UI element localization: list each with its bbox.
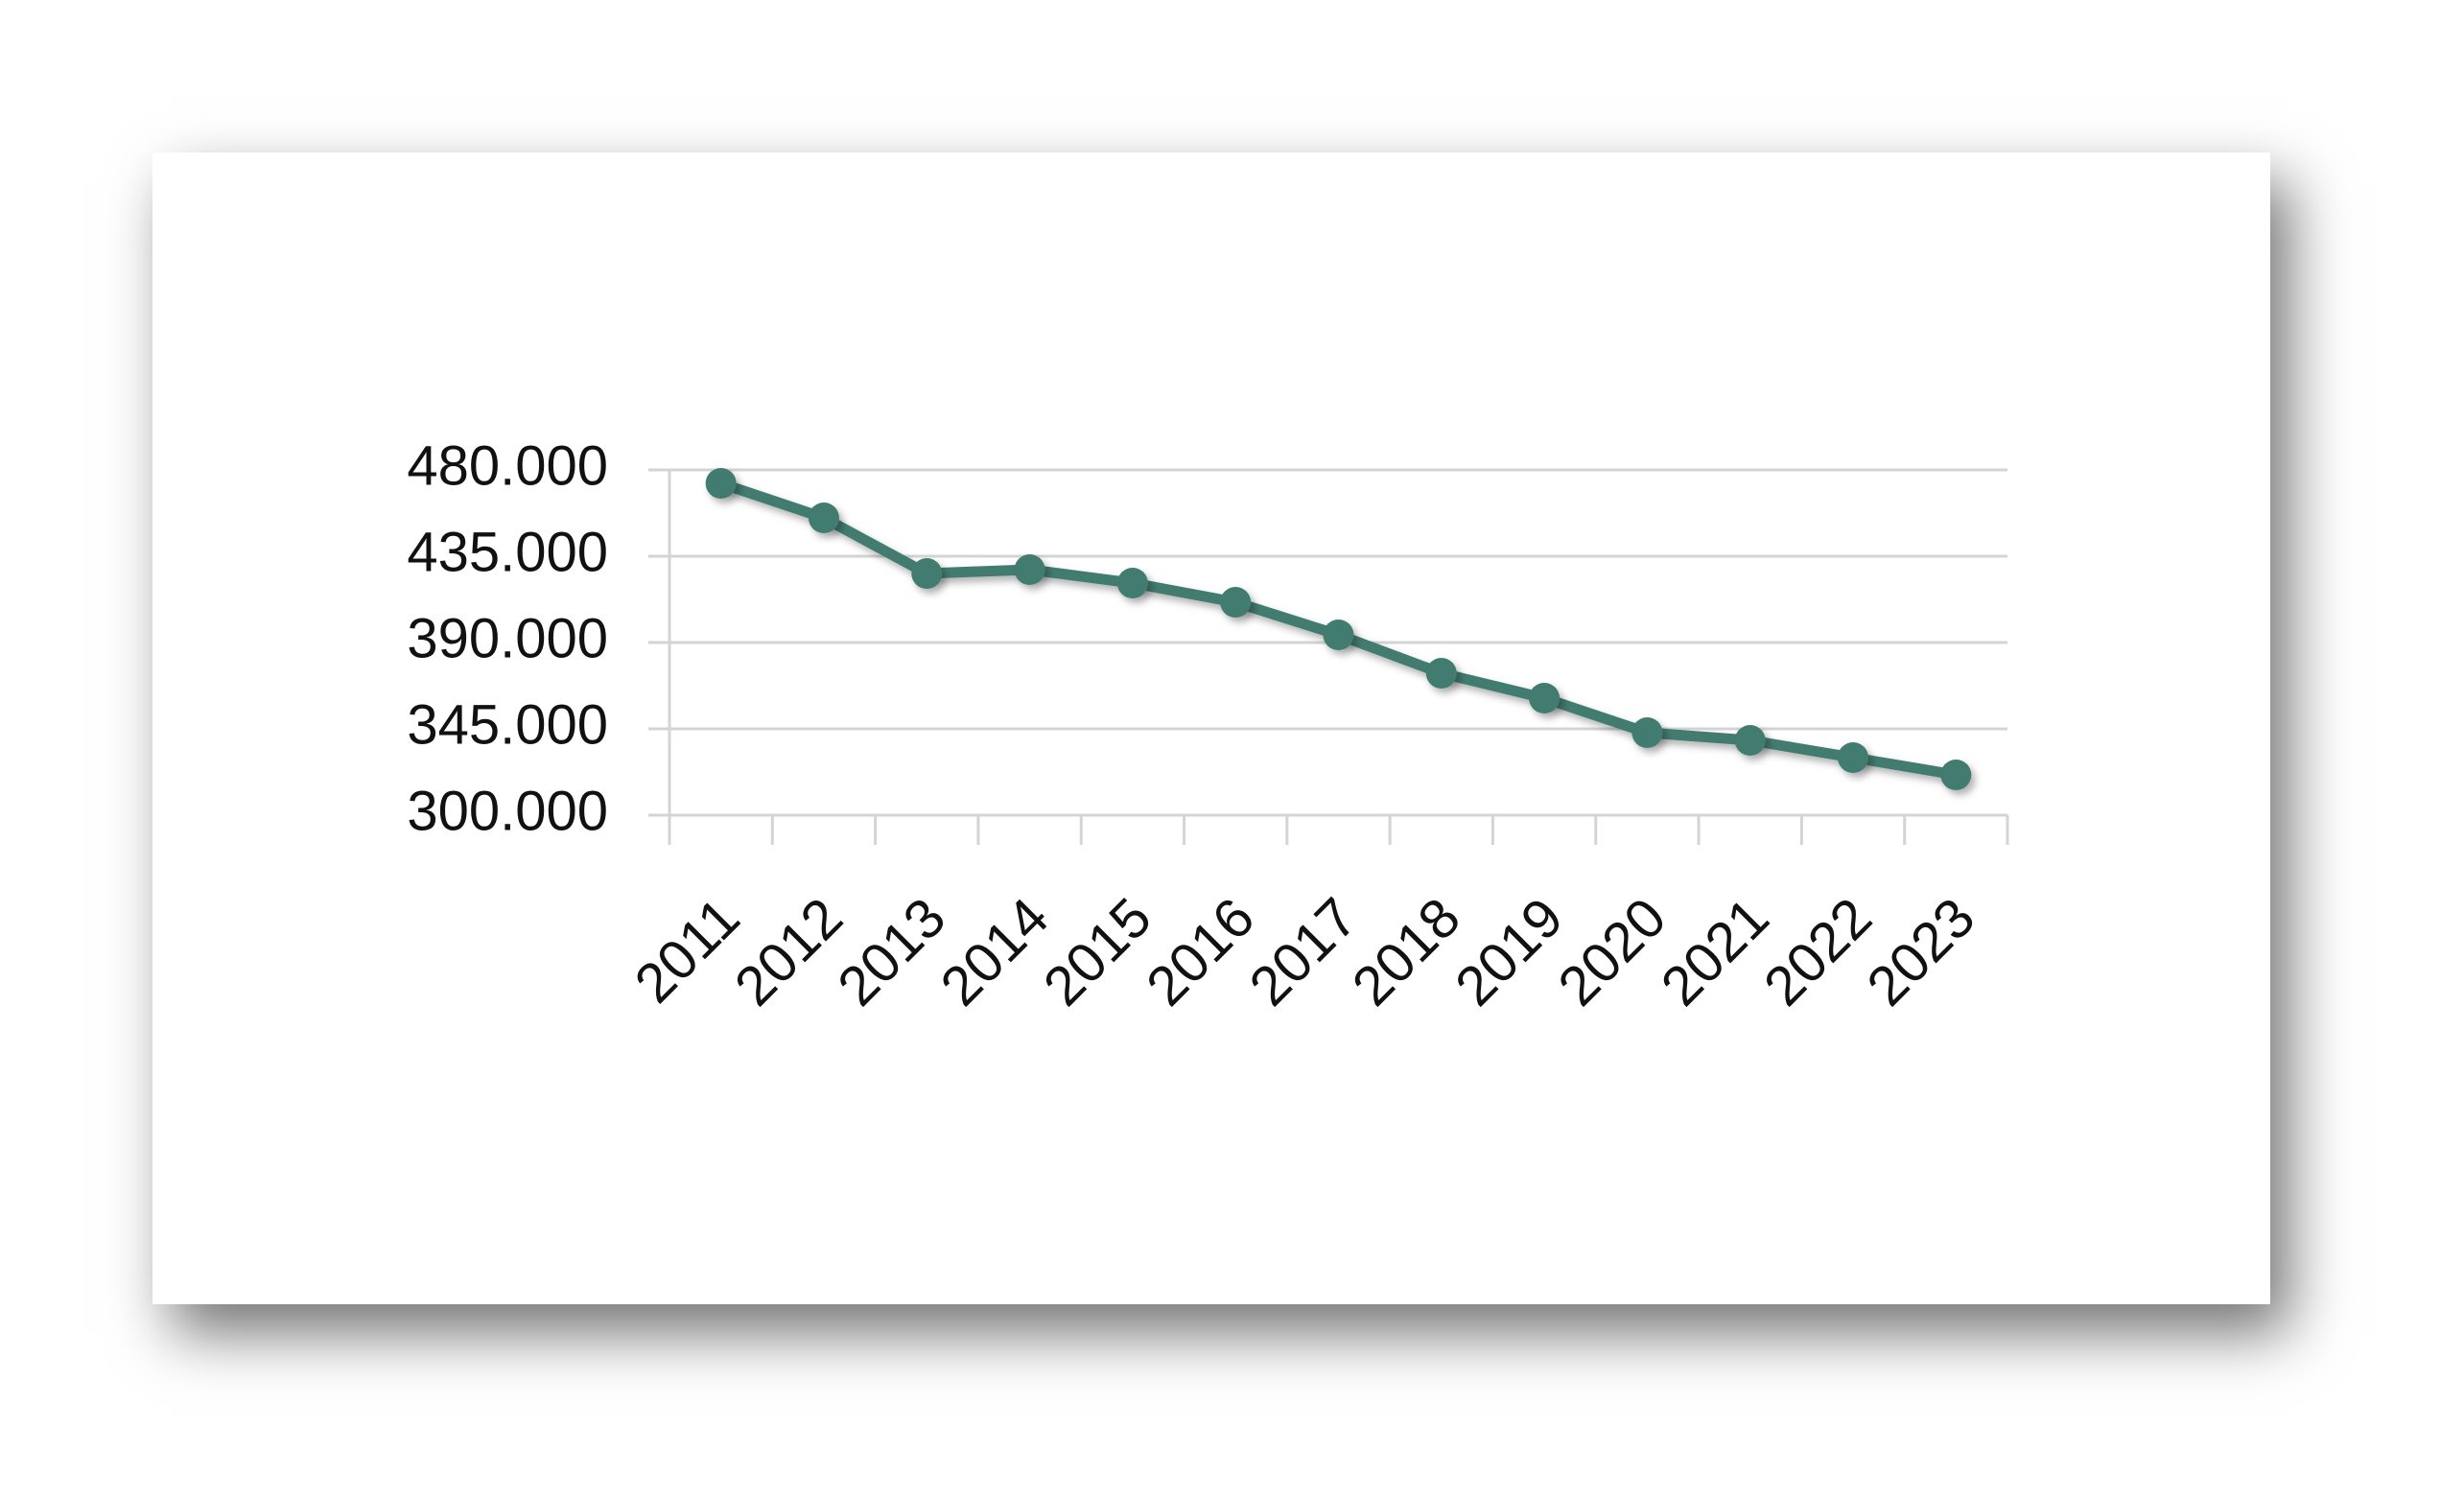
data-point: [1734, 725, 1766, 756]
data-point: [1940, 760, 1972, 790]
x-tick-label: 2017: [1237, 886, 1369, 1017]
data-point: [1529, 683, 1561, 713]
x-tick-label: 2014: [928, 886, 1060, 1017]
x-tick-label: 2016: [1135, 886, 1266, 1017]
data-point: [1425, 658, 1457, 689]
y-tick-label: 345.000: [407, 693, 608, 756]
y-tick-label: 390.000: [407, 607, 608, 669]
data-point: [1116, 568, 1148, 598]
data-point: [1323, 620, 1354, 650]
x-tick-label: 2020: [1546, 886, 1678, 1017]
y-tick-label: 435.000: [407, 521, 608, 583]
x-tick-label: 2019: [1443, 886, 1575, 1017]
x-tick-label: 2023: [1855, 886, 1986, 1017]
data-point: [1220, 587, 1252, 618]
data-point: [1631, 717, 1663, 748]
data-point: [705, 468, 737, 499]
x-tick-label: 2022: [1752, 886, 1884, 1017]
x-tick-label: 2021: [1650, 886, 1781, 1017]
y-tick-label: 480.000: [407, 434, 608, 497]
data-point: [808, 503, 839, 533]
x-tick-label: 2015: [1032, 886, 1163, 1017]
x-tick-label: 2013: [826, 886, 957, 1017]
data-point: [1838, 742, 1869, 773]
data-point: [1014, 554, 1045, 585]
x-tick-label: 2018: [1341, 886, 1472, 1017]
x-tick-label: 2011: [623, 886, 752, 1015]
x-tick-label: 2012: [723, 886, 855, 1017]
y-tick-label: 300.000: [407, 780, 608, 842]
data-point: [911, 558, 943, 589]
